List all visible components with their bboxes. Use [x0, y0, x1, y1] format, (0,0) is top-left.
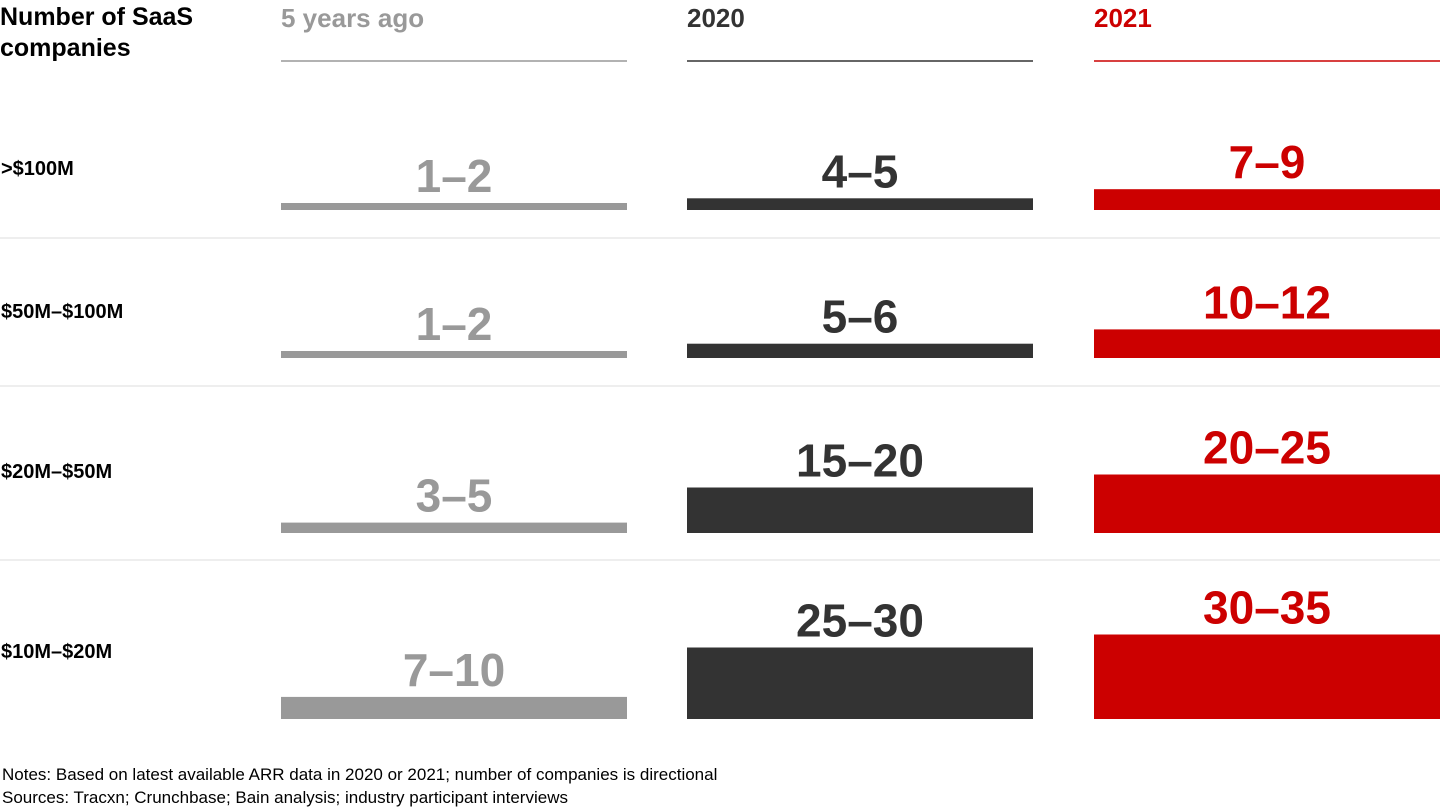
bar — [1094, 634, 1440, 719]
chart: 5 years ago 2020 2021 >$100M $50M–$100M $20M–… — [0, 3, 1440, 719]
data-label: 20–25 — [1203, 422, 1331, 474]
bar — [687, 487, 1033, 533]
data-label: 7–9 — [1229, 136, 1306, 188]
category-label: >$100M — [1, 158, 74, 180]
bar — [281, 203, 627, 210]
row-axis-title: Number of SaaS companies — [0, 3, 194, 62]
data-label: 10–12 — [1203, 276, 1331, 328]
bar — [281, 696, 627, 719]
data-label: 4–5 — [822, 145, 899, 197]
chart-notes: Notes: Based on latest available ARR dat… — [2, 763, 717, 809]
series-header: 2021 — [1094, 3, 1152, 33]
bar — [687, 647, 1033, 719]
data-label: 25–30 — [796, 595, 924, 647]
data-label: 30–35 — [1203, 582, 1331, 634]
bar — [1094, 474, 1440, 533]
notes-line: Notes: Based on latest available ARR dat… — [2, 765, 718, 784]
bar — [1094, 189, 1440, 210]
series-header: 2020 — [687, 3, 745, 33]
bar — [687, 343, 1033, 358]
category-label: $50M–$100M — [1, 301, 123, 323]
bar — [1094, 329, 1440, 358]
bar — [687, 198, 1033, 210]
category-label: $10M–$20M — [1, 641, 112, 663]
data-label: 1–2 — [416, 298, 493, 350]
data-label: 3–5 — [416, 470, 493, 522]
sources-line: Sources: Tracxn; Crunchbase; Bain analys… — [2, 788, 568, 807]
bar — [281, 351, 627, 358]
series-header: 5 years ago — [281, 3, 424, 33]
category-label: $20M–$50M — [1, 461, 112, 483]
data-label: 5–6 — [822, 291, 899, 343]
data-label: 7–10 — [403, 644, 505, 696]
bar — [281, 522, 627, 533]
data-label: 1–2 — [416, 150, 493, 202]
data-label: 15–20 — [796, 435, 924, 487]
